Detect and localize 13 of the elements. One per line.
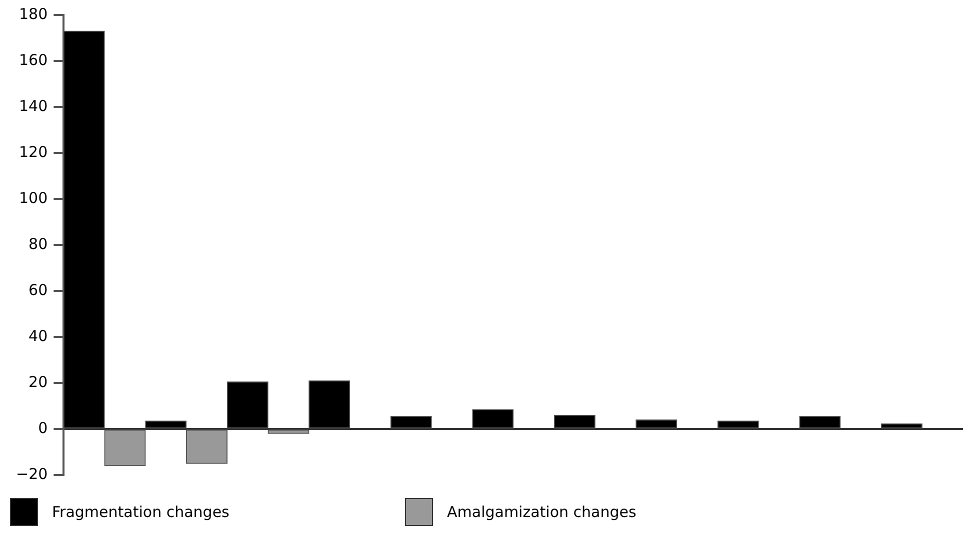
y-tick-label: 20	[28, 372, 48, 391]
y-tick-label: 60	[28, 280, 48, 299]
y-tick-label: 180	[19, 4, 48, 23]
y-tick-label: 0	[38, 418, 48, 437]
legend-label: Amalgamization changes	[447, 503, 636, 521]
y-tick-label: 40	[28, 326, 48, 345]
y-tick-label: 100	[19, 188, 48, 207]
y-tick-label: 160	[19, 50, 48, 69]
y-tick-label: 140	[19, 96, 48, 115]
y-tick-label: 120	[19, 142, 48, 161]
y-tick-label: 80	[28, 234, 48, 253]
legend-label: Fragmentation changes	[52, 503, 230, 521]
y-tick-label: −20	[16, 464, 48, 483]
